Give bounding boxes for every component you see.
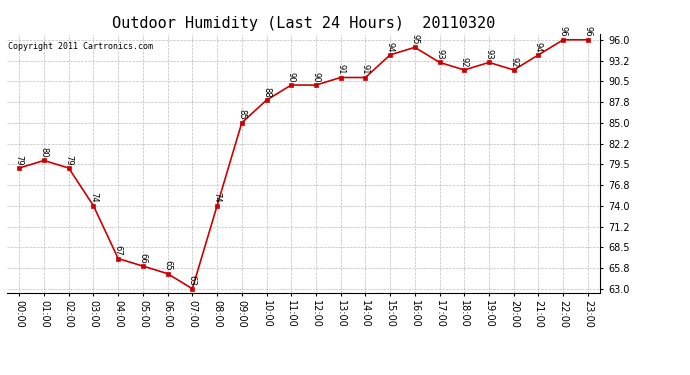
Text: 90: 90	[287, 72, 296, 82]
Text: 96: 96	[559, 26, 568, 37]
Title: Outdoor Humidity (Last 24 Hours)  20110320: Outdoor Humidity (Last 24 Hours) 2011032…	[112, 16, 495, 31]
Text: 93: 93	[484, 49, 493, 60]
Text: 92: 92	[460, 57, 469, 67]
Text: 92: 92	[509, 57, 518, 67]
Text: 65: 65	[163, 260, 172, 271]
Text: 79: 79	[64, 154, 73, 165]
Text: 94: 94	[534, 42, 543, 52]
Text: 95: 95	[411, 34, 420, 45]
Text: 74: 74	[89, 192, 98, 203]
Text: 79: 79	[14, 154, 23, 165]
Text: 90: 90	[311, 72, 320, 82]
Text: Copyright 2011 Cartronics.com: Copyright 2011 Cartronics.com	[8, 42, 153, 51]
Text: 88: 88	[262, 87, 271, 98]
Text: 74: 74	[213, 192, 221, 203]
Text: 96: 96	[584, 26, 593, 37]
Text: 91: 91	[336, 64, 345, 75]
Text: 85: 85	[237, 110, 246, 120]
Text: 63: 63	[188, 275, 197, 286]
Text: 93: 93	[435, 49, 444, 60]
Text: 80: 80	[39, 147, 48, 158]
Text: 91: 91	[361, 64, 370, 75]
Text: 94: 94	[386, 42, 395, 52]
Text: 67: 67	[114, 245, 123, 256]
Text: 66: 66	[139, 253, 148, 263]
